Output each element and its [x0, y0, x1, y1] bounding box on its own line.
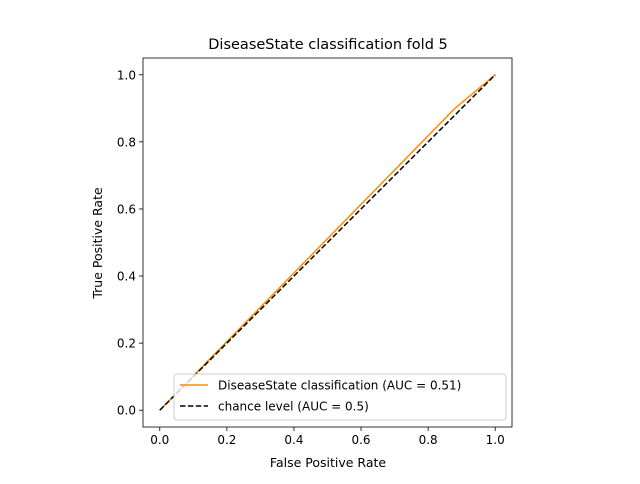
- legend: DiseaseState classification (AUC = 0.51)…: [173, 373, 507, 421]
- x-tick-label: 1.0: [486, 433, 505, 447]
- y-tick-label: 0.0: [117, 404, 136, 418]
- legend-label-1: DiseaseState classification (AUC = 0.51): [218, 379, 461, 393]
- legend-box: [173, 373, 507, 421]
- y-axis-label: True Positive Rate: [90, 187, 105, 300]
- series-line-1: [159, 74, 496, 411]
- x-tick-label: 0.8: [419, 433, 438, 447]
- y-tick-label: 1.0: [117, 68, 136, 82]
- chart-title: DiseaseState classification fold 5: [208, 37, 447, 53]
- y-tick-label: 0.6: [117, 202, 136, 216]
- x-tick-label: 0.4: [284, 433, 303, 447]
- y-tick-label: 0.8: [117, 135, 136, 149]
- plot-area: 0.0 0.2 0.4 0.6 0.8 1.0 0.0 0.2 0.4 0.6 0.8 1.0 Dise…: [117, 57, 513, 447]
- x-tick-label: 0.6: [351, 433, 370, 447]
- y-tick-label: 0.4: [117, 270, 136, 284]
- x-axis-label: False Positive Rate: [270, 455, 386, 470]
- axes-frame: [142, 57, 513, 428]
- x-tick-label: 0.0: [150, 433, 169, 447]
- series-line-2: [159, 74, 496, 411]
- x-tick-label: 0.2: [217, 433, 236, 447]
- y-tick-label: 0.2: [117, 337, 136, 351]
- legend-label-2: chance level (AUC = 0.5): [218, 400, 369, 414]
